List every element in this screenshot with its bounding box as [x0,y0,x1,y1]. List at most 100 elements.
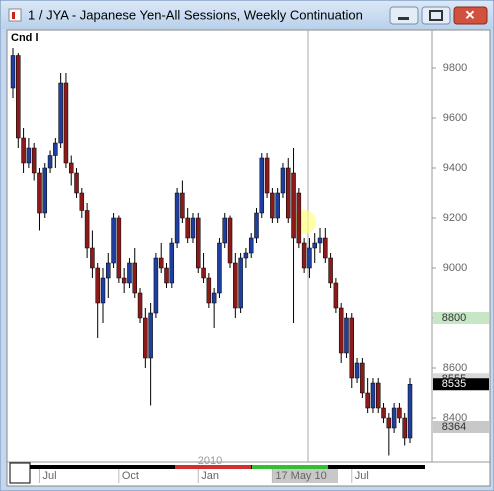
candle-body [10,55,16,89]
candle-body [26,147,32,164]
price-marker [433,378,489,391]
candle-body [180,192,185,219]
candle-body [106,262,111,279]
candle-body [354,362,360,379]
candle-body [79,192,85,211]
time-bar-segment [175,465,251,469]
candle-body [21,137,26,164]
candle-body [53,142,58,156]
candle-body [397,407,402,419]
candle-body [259,157,265,214]
candle-body [391,407,397,429]
window-title: 1 / JYA - Japanese Yen-All Sessions, Wee… [28,7,363,22]
candle-body [206,277,212,304]
candle-body [344,317,349,354]
candle-body [201,267,206,279]
app-icon-bar [12,12,15,19]
candle-body [169,242,175,284]
candle-body [365,392,370,409]
candle-body [31,147,37,174]
x-tick-label: Oct [122,470,139,482]
minimize-button[interactable] [389,6,419,25]
candle-body [111,217,116,264]
candle-body [95,267,100,304]
candle-body [174,192,180,244]
close-icon: ✕ [465,7,476,22]
candle-body [158,257,164,269]
candle-body [100,277,106,304]
maximize-icon [429,10,443,21]
y-tick-label: 9200 [443,212,467,224]
candle-body [407,384,413,439]
candle-body [248,237,254,254]
y-tick-label: 9400 [443,162,467,174]
candle-body [16,55,21,139]
candle-body [84,210,90,249]
candle-body [291,172,296,239]
x-tick-label: Jan [201,470,219,482]
y-tick-label: 8400 [443,412,467,424]
candle-body [164,267,169,284]
y-tick-label: 9000 [443,262,467,274]
candle-body [137,292,143,319]
candle-body [74,172,79,194]
candle-body [286,167,291,219]
candle-body [349,317,355,379]
candle-body [328,257,333,284]
price-marker [433,312,489,324]
y-tick-label: 9600 [443,112,467,124]
time-bar-segment [252,465,328,469]
candle-body [338,307,344,354]
price-marker-label: 8535 [442,378,466,390]
candle-body [301,242,307,269]
candle-body [121,277,127,284]
candle-body [243,252,249,259]
candle-body [270,192,275,219]
candle-body [211,292,217,304]
candle-body [196,217,201,269]
price-marker [433,421,489,433]
candle-body [127,262,132,284]
maximize-button[interactable] [421,6,451,25]
candle-body [42,167,48,214]
price-marker-label: 8800 [442,312,466,324]
x-tick-label: Jul [42,470,56,482]
candle-body [217,242,222,294]
candle-body [238,257,243,309]
candle-body [68,162,74,174]
candle-body [360,362,365,394]
x-tick-label: Jul [355,470,369,482]
candle-body [386,417,392,429]
candle-body [402,417,407,439]
candle-body [312,242,317,249]
candle-body [47,155,53,169]
candle-body [280,167,286,194]
x-tick-label: 17 May 10 [275,470,326,482]
candle-body [375,382,381,409]
candle-body [190,217,196,239]
minimize-icon [398,17,409,20]
candle-body [148,312,153,359]
candle-body [296,192,302,244]
candle-body [275,192,280,219]
y-tick-label: 9800 [443,62,467,74]
candle-body [58,82,63,144]
chart-area [6,29,491,487]
y-tick-label: 8600 [443,362,467,374]
candle-body [63,82,69,164]
price-marker-label: 8364 [442,421,466,433]
candle-body [370,382,376,409]
candle-body [381,407,386,419]
candle-body [264,157,270,194]
cursor-date-box [272,469,338,483]
candle-body [153,257,159,314]
candle-body [143,317,148,359]
corner-box [9,462,31,484]
close-button[interactable] [453,6,488,25]
candle-body [37,172,42,214]
candle-body [333,282,339,309]
candle-body [90,247,95,269]
candle-body [233,262,238,309]
candle-body [254,212,259,239]
